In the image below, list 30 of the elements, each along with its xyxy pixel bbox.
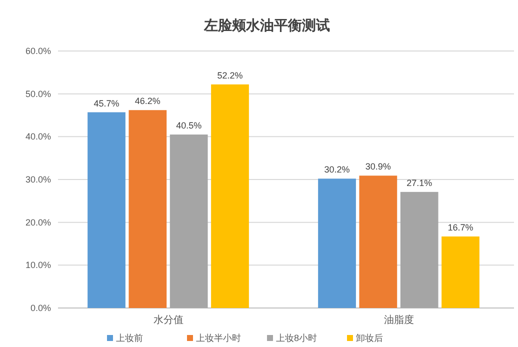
x-tick-label: 水分值 [153,314,184,326]
bar [442,236,480,308]
data-label: 46.2% [134,96,160,106]
y-tick-label: 0.0% [30,303,51,313]
data-label: 40.5% [176,120,202,131]
bar [359,176,398,308]
bar [128,110,167,308]
y-tick-label: 20.0% [25,217,51,228]
data-label: 30.2% [324,164,350,175]
bar [170,134,208,308]
y-tick-label: 30.0% [25,174,51,184]
legend-label: 上妆前 [116,333,143,343]
y-tick-label: 60.0% [25,46,51,56]
bar [211,84,249,308]
x-tick-label: 油脂度 [384,314,414,326]
legend-label: 卸妆后 [356,333,383,343]
bar [88,112,126,308]
y-tick-label: 40.0% [25,132,51,142]
chart-title: 左脸颊水油平衡测试 [203,17,330,33]
legend-label: 上妆半小时 [196,333,241,343]
y-tick-label: 50.0% [25,88,51,99]
data-label: 16.7% [448,222,474,232]
bar [400,192,438,308]
data-label: 52.2% [217,70,243,80]
y-tick-label: 10.0% [25,260,51,270]
bar [318,178,356,308]
data-label: 45.7% [94,98,120,108]
data-label: 30.9% [365,162,391,172]
data-label: 27.1% [406,178,432,188]
legend-label: 上妆8小时 [276,333,318,343]
